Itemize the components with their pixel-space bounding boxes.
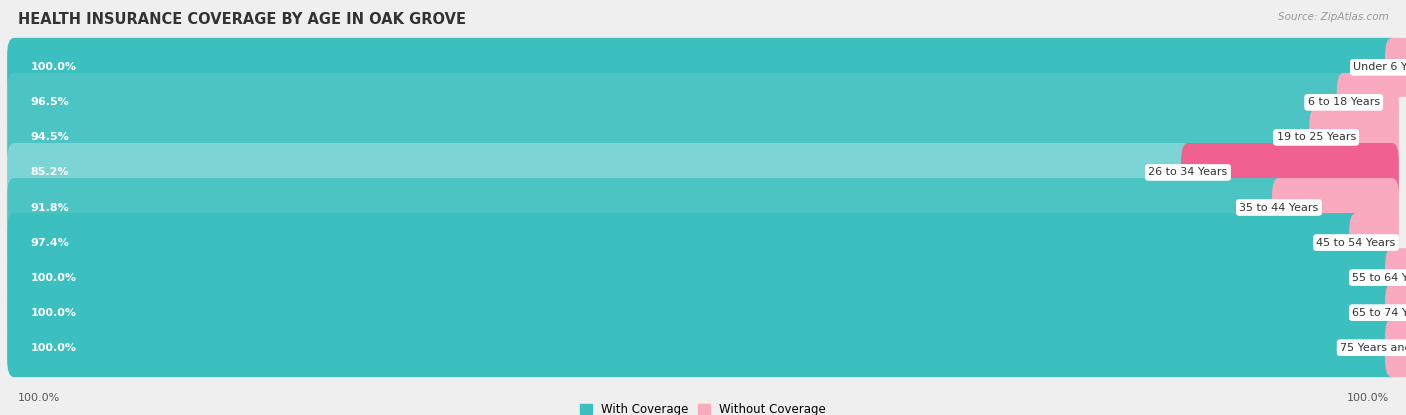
Text: HEALTH INSURANCE COVERAGE BY AGE IN OAK GROVE: HEALTH INSURANCE COVERAGE BY AGE IN OAK …: [18, 12, 467, 27]
FancyBboxPatch shape: [7, 38, 1399, 97]
FancyBboxPatch shape: [7, 178, 1286, 237]
Text: 97.4%: 97.4%: [31, 237, 69, 247]
Text: 96.5%: 96.5%: [31, 98, 69, 107]
Text: Source: ZipAtlas.com: Source: ZipAtlas.com: [1278, 12, 1389, 22]
FancyBboxPatch shape: [1337, 73, 1399, 132]
Text: 100.0%: 100.0%: [1347, 393, 1389, 403]
FancyBboxPatch shape: [7, 38, 1399, 97]
Text: 6 to 18 Years: 6 to 18 Years: [1308, 98, 1379, 107]
Text: 100.0%: 100.0%: [31, 273, 76, 283]
Text: 85.2%: 85.2%: [31, 168, 69, 178]
FancyBboxPatch shape: [7, 73, 1351, 132]
FancyBboxPatch shape: [7, 108, 1323, 167]
FancyBboxPatch shape: [7, 178, 1399, 237]
Text: 91.8%: 91.8%: [31, 203, 69, 212]
FancyBboxPatch shape: [1181, 143, 1399, 202]
FancyBboxPatch shape: [7, 213, 1362, 272]
Text: 100.0%: 100.0%: [31, 62, 76, 72]
Text: 100.0%: 100.0%: [31, 308, 76, 317]
Text: 35 to 44 Years: 35 to 44 Years: [1239, 203, 1319, 212]
Text: 19 to 25 Years: 19 to 25 Years: [1277, 132, 1355, 142]
FancyBboxPatch shape: [1385, 248, 1406, 307]
FancyBboxPatch shape: [1309, 108, 1399, 167]
Legend: With Coverage, Without Coverage: With Coverage, Without Coverage: [579, 403, 827, 415]
Text: 100.0%: 100.0%: [31, 343, 76, 353]
FancyBboxPatch shape: [7, 318, 1399, 377]
FancyBboxPatch shape: [7, 108, 1399, 167]
FancyBboxPatch shape: [7, 143, 1399, 202]
Text: 26 to 34 Years: 26 to 34 Years: [1149, 168, 1227, 178]
FancyBboxPatch shape: [7, 73, 1399, 132]
Text: 45 to 54 Years: 45 to 54 Years: [1316, 237, 1396, 247]
FancyBboxPatch shape: [7, 248, 1399, 307]
FancyBboxPatch shape: [7, 143, 1195, 202]
FancyBboxPatch shape: [1385, 283, 1406, 342]
FancyBboxPatch shape: [7, 213, 1399, 272]
Text: Under 6 Years: Under 6 Years: [1354, 62, 1406, 72]
FancyBboxPatch shape: [1350, 213, 1399, 272]
FancyBboxPatch shape: [7, 318, 1399, 377]
FancyBboxPatch shape: [7, 283, 1399, 342]
FancyBboxPatch shape: [1385, 318, 1406, 377]
FancyBboxPatch shape: [1272, 178, 1399, 237]
Text: 100.0%: 100.0%: [18, 393, 60, 403]
FancyBboxPatch shape: [7, 248, 1399, 307]
Text: 55 to 64 Years: 55 to 64 Years: [1353, 273, 1406, 283]
Text: 94.5%: 94.5%: [31, 132, 69, 142]
Text: 65 to 74 Years: 65 to 74 Years: [1353, 308, 1406, 317]
FancyBboxPatch shape: [7, 283, 1399, 342]
Text: 75 Years and older: 75 Years and older: [1340, 343, 1406, 353]
FancyBboxPatch shape: [1385, 38, 1406, 97]
